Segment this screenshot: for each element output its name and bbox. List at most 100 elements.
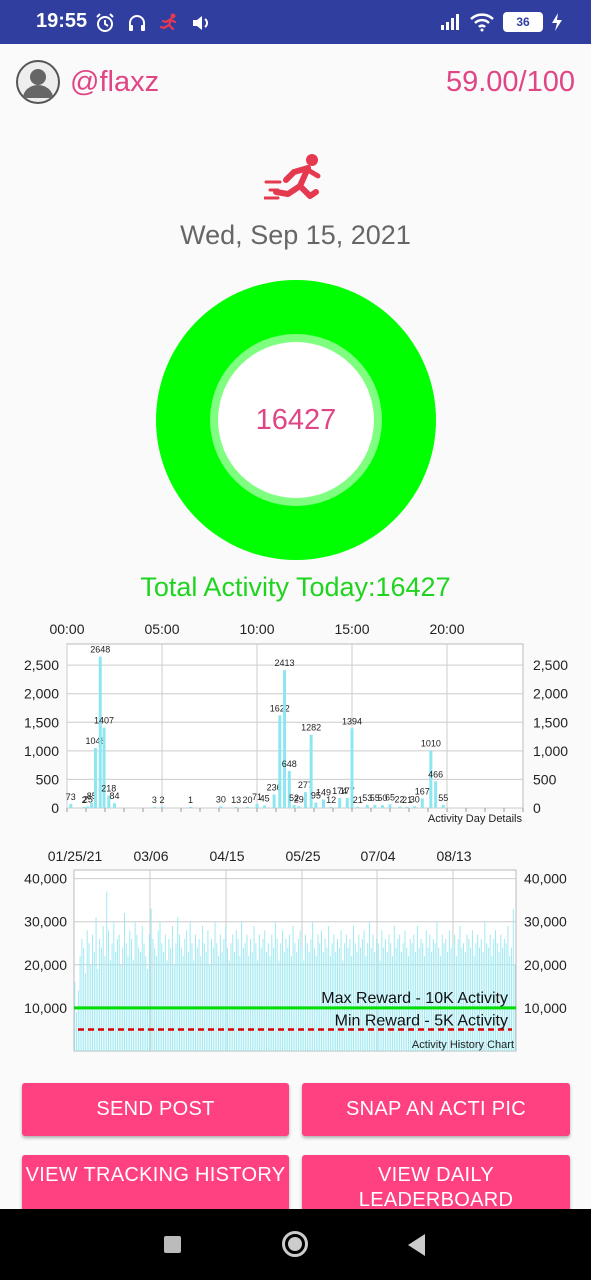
history-bar [484,921,486,1051]
history-bar [498,951,500,1051]
home-button[interactable] [282,1231,308,1257]
history-bar [191,943,193,1051]
bar-value-label: 12 [326,795,336,805]
wifi-icon [470,13,494,32]
bar-value-label: 45 [260,793,270,803]
x-tick-label: 08/13 [436,848,471,864]
history-bar [79,956,81,1051]
history-bar [425,930,427,1051]
status-icons-left [94,12,212,34]
y-tick-label-left: 1,000 [24,743,59,759]
signal-icon [441,14,459,30]
history-bar [493,938,495,1051]
history-bar [271,934,273,1051]
recents-button[interactable] [164,1236,181,1253]
history-bar [439,956,441,1051]
history-bar [381,930,383,1051]
history-bar [168,938,170,1051]
history-bar [175,943,177,1051]
history-bar [395,947,397,1051]
bar-value-label: 1048 [85,736,105,746]
history-bar [452,943,454,1051]
history-bar [267,943,269,1051]
bar-value-label: 52 [289,793,299,803]
history-bar [106,891,108,1051]
volume-icon [193,16,208,30]
y-tick-label-right: 2,000 [533,686,568,702]
history-bar [244,943,246,1051]
activity-bar [255,803,259,808]
history-bar [310,938,312,1051]
back-button[interactable] [408,1234,425,1256]
bar-value-label: 55 [438,793,448,803]
activity-bar [107,795,111,808]
send-post-button[interactable]: SEND POST [22,1083,289,1136]
history-bar [345,934,347,1051]
history-bar [179,934,181,1051]
history-bar [406,947,408,1051]
history-bar [377,943,379,1051]
history-bar [399,934,401,1051]
activity-bar [287,770,291,808]
history-bar [170,947,172,1051]
history-bar [461,947,463,1051]
history-bar [408,956,409,1051]
history-bar [370,947,372,1051]
history-bar [166,960,168,1051]
activity-ring-value: 16427 [255,403,337,436]
activity-day-chart: 0 0 500 500 1,000 1,000 1,500 1,500 2,000 2,000 2,… [24,621,568,825]
bar-value-label: 20 [242,795,252,805]
history-bar [237,938,239,1051]
history-bar [436,921,438,1051]
history-bar [269,956,271,1051]
activity-bar [90,803,94,808]
history-bar [86,930,88,1051]
history-bar [372,934,374,1051]
history-bar [463,943,465,1051]
history-bar [420,938,422,1051]
y-tick-label-left: 2,000 [24,686,59,702]
history-bar [315,956,317,1051]
history-bar [193,960,195,1051]
activity-bar [283,670,287,808]
history-bar [143,943,145,1051]
activity-bar [189,807,192,808]
history-bar [477,934,479,1051]
activity-bar [219,806,223,808]
y-tick-label-right: 1,500 [533,714,568,730]
history-bar [443,943,445,1051]
activity-bar [297,806,301,808]
bar-value-label: 1407 [94,716,114,726]
activity-ring: 16427 [156,280,436,560]
history-bar [134,921,136,1051]
runner-logo-icon [264,154,321,200]
x-tick-label: 05/25 [285,848,320,864]
history-bar [139,951,141,1051]
history-bar [331,943,333,1051]
history-bar [127,956,129,1051]
history-bar [296,951,298,1051]
snap-pic-button[interactable]: SNAP AN ACTI PIC [302,1083,570,1136]
history-bar [338,947,340,1051]
history-bar [118,934,120,1051]
x-tick-label: 04/15 [209,848,244,864]
activity-bar [329,807,333,808]
history-bar [113,921,115,1051]
history-bar [368,921,370,1051]
activity-bar [278,715,282,808]
history-bar [402,943,404,1051]
history-bar [294,943,296,1051]
activity-bar [86,806,90,808]
x-tick-label: 10:00 [239,621,274,637]
avatar[interactable] [16,60,60,104]
history-bar [280,943,282,1051]
history-bar [342,960,344,1051]
y-tick-label-left: 40,000 [24,871,67,887]
history-bar [335,951,337,1051]
history-bar [393,926,395,1051]
bar-value-label: 85 [87,791,97,801]
history-bar [255,943,257,1051]
history-bar [258,934,260,1051]
chart-title: Activity History Chart [412,1039,514,1051]
history-bar [212,947,214,1051]
